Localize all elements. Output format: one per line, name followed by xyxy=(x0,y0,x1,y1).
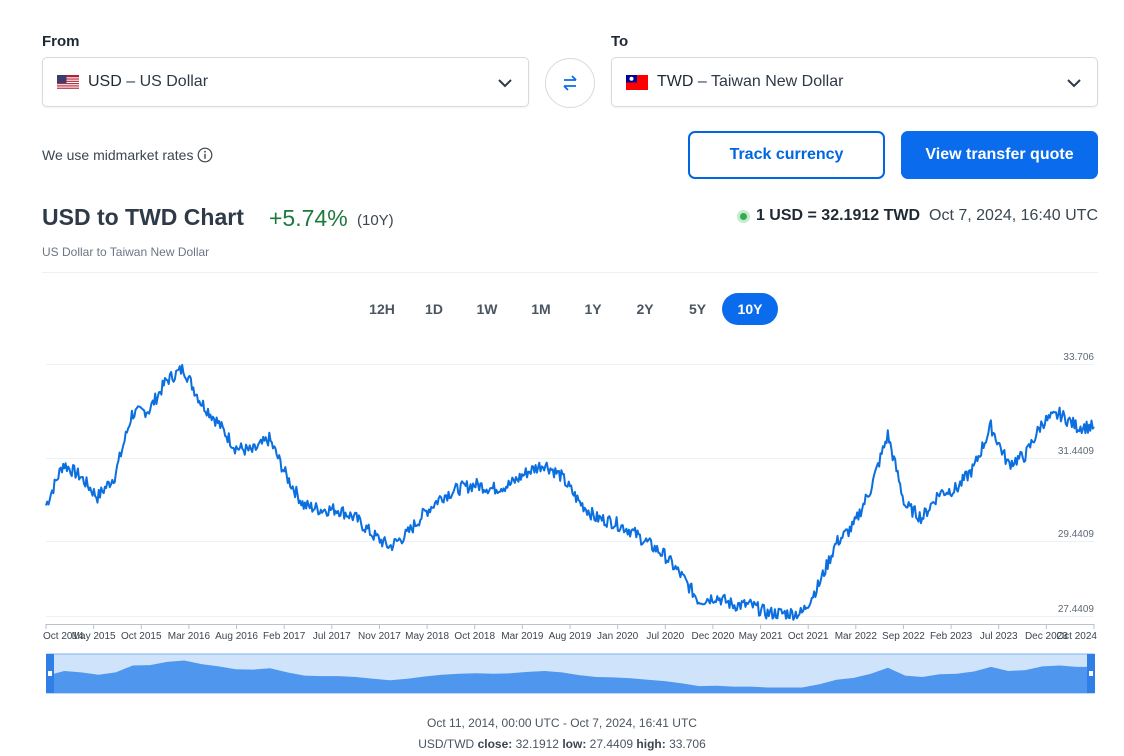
x-tick-label: Sep 2022 xyxy=(882,631,925,642)
navigator-grip-icon xyxy=(1089,671,1093,676)
period-tabs: 12H 1D 1W 1M 1Y 2Y 5Y 10Y xyxy=(357,293,778,325)
chevron-down-icon xyxy=(498,79,512,88)
change-period: (10Y) xyxy=(357,212,394,229)
x-tick-label: Oct 2014 xyxy=(43,631,84,642)
from-currency-code: USD xyxy=(88,73,122,90)
x-tick-label: May 2015 xyxy=(72,631,116,642)
x-tick-label: Mar 2016 xyxy=(168,631,211,642)
close-label: close: xyxy=(477,737,513,751)
change-percent: +5.74% xyxy=(269,205,348,231)
tab-1y[interactable]: 1Y xyxy=(584,301,602,317)
navigator-grip-icon xyxy=(48,671,52,676)
x-tick-label: Jan 2020 xyxy=(597,631,639,642)
x-tick-label: Feb 2023 xyxy=(930,631,973,642)
from-currency-select[interactable]: USD – US Dollar xyxy=(42,57,529,107)
y-tick-label: 27.4409 xyxy=(1058,604,1095,615)
x-tick-label: Oct 2018 xyxy=(454,631,495,642)
x-tick-label: Oct 2021 xyxy=(788,631,829,642)
x-tick-label: Nov 2017 xyxy=(358,631,401,642)
view-transfer-quote-button[interactable]: View transfer quote xyxy=(901,131,1098,179)
x-tick-label: Mar 2019 xyxy=(501,631,544,642)
high-value: 33.706 xyxy=(669,737,706,751)
track-currency-button[interactable]: Track currency xyxy=(688,131,885,179)
x-tick-label: Dec 2023 xyxy=(1025,631,1068,642)
us-flag-icon xyxy=(57,74,79,90)
tab-1d[interactable]: 1D xyxy=(425,301,443,317)
x-tick-label: Dec 2020 xyxy=(692,631,735,642)
high-label: high: xyxy=(636,737,666,751)
navigator-area xyxy=(47,660,1094,693)
pair-label: USD/TWD xyxy=(418,737,475,751)
to-label: To xyxy=(611,33,629,50)
x-tick-label: Aug 2019 xyxy=(549,631,592,642)
to-currency-select[interactable]: TWD – Taiwan New Dollar xyxy=(611,57,1098,107)
chart-title: USD to TWD Chart xyxy=(42,204,244,230)
live-indicator-icon xyxy=(736,209,750,223)
tab-5y[interactable]: 5Y xyxy=(688,301,707,317)
from-currency-name: – US Dollar xyxy=(121,73,209,90)
close-value: 32.1912 xyxy=(515,737,559,751)
x-tick-label: Mar 2022 xyxy=(835,631,878,642)
chart-summary: USD/TWD close: 32.1912 low: 27.4409 high… xyxy=(0,737,1124,751)
tab-1w[interactable]: 1W xyxy=(476,301,498,317)
tab-10y[interactable]: 10Y xyxy=(722,293,778,325)
x-tick-label: Oct 2015 xyxy=(121,631,162,642)
x-tick-label: Jul 2017 xyxy=(313,631,351,642)
chart-subtitle: US Dollar to Taiwan New Dollar xyxy=(42,245,210,259)
taiwan-flag-icon xyxy=(626,74,648,90)
rate-value: 1 USD = 32.1912 TWD xyxy=(755,207,921,224)
midmarket-note-text: We use midmarket rates xyxy=(42,147,194,163)
usd-twd-series-line xyxy=(45,363,1095,621)
info-icon[interactable] xyxy=(197,147,213,163)
x-tick-label: Oct 2024 xyxy=(1056,631,1097,642)
midmarket-note: We use midmarket rates xyxy=(42,147,213,163)
low-value: 27.4409 xyxy=(589,737,634,751)
tab-2y[interactable]: 2Y xyxy=(636,301,654,317)
current-rate: 1 USD = 32.1912 TWD Oct 7, 2024, 16:40 U… xyxy=(736,207,1098,225)
y-tick-label: 33.706 xyxy=(1063,352,1094,363)
x-tick-label: Aug 2016 xyxy=(215,631,258,642)
x-tick-label: Jul 2020 xyxy=(646,631,684,642)
tab-12h[interactable]: 12H xyxy=(369,301,395,317)
y-tick-label: 29.4409 xyxy=(1058,529,1095,540)
swap-currencies-button[interactable] xyxy=(545,58,595,108)
x-tick-label: Feb 2017 xyxy=(263,631,306,642)
divider xyxy=(42,272,1098,273)
y-tick-label: 31.4409 xyxy=(1058,446,1095,457)
x-tick-label: Jul 2023 xyxy=(980,631,1018,642)
chart-range: Oct 11, 2014, 00:00 UTC - Oct 7, 2024, 1… xyxy=(427,716,697,730)
swap-arrows-icon xyxy=(563,75,577,91)
x-tick-label: May 2021 xyxy=(739,631,783,642)
to-currency-name: – Taiwan New Dollar xyxy=(693,73,844,90)
chevron-down-icon xyxy=(1067,79,1081,88)
x-tick-label: May 2018 xyxy=(405,631,449,642)
from-label: From xyxy=(42,33,80,50)
tab-1m[interactable]: 1M xyxy=(531,301,551,317)
rate-timestamp: Oct 7, 2024, 16:40 UTC xyxy=(929,207,1098,224)
to-currency-code: TWD xyxy=(657,73,694,90)
low-label: low: xyxy=(562,737,587,751)
